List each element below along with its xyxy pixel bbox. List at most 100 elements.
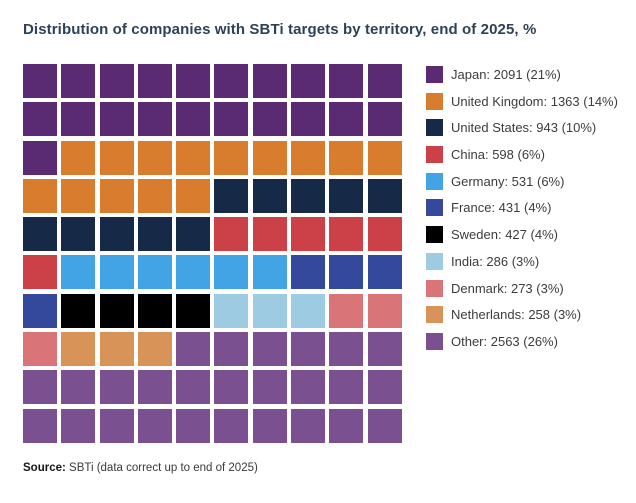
legend-swatch-nl [426,306,443,324]
waffle-cell-ot [329,332,364,367]
legend-item-de: Germany: 531 (6%) [426,172,618,190]
chart-legend: Japan: 2091 (21%) United Kingdom: 1363 (1… [426,66,618,350]
legend-label-ot: Other: 2563 (26%) [451,333,558,349]
waffle-cell-jp [367,102,402,137]
legend-label-us: United States: 943 (10%) [451,120,597,136]
waffle-cell-jp [367,64,402,98]
legend-swatch-us [426,119,443,137]
waffle-cell-jp [329,102,364,137]
waffle-cell-jp [61,102,96,137]
waffle-cell-us [23,217,57,252]
legend-swatch-de [426,172,443,190]
waffle-cell-se [176,293,211,328]
waffle-cell-nl [99,332,134,367]
waffle-cell-cn [214,217,249,252]
waffle-cell-uk [99,178,134,213]
waffle-cell-de [137,255,172,290]
legend-swatch-in [426,252,443,270]
legend-label-uk: United Kingdom: 1363 (14%) [451,93,618,109]
waffle-cell-ot [23,408,57,443]
waffle-cell-se [99,293,134,328]
waffle-cell-in [252,293,287,328]
legend-swatch-jp [426,66,443,83]
waffle-cell-ot [291,332,326,367]
legend-label-fr: France: 431 (4%) [451,200,552,216]
waffle-cell-uk [329,140,364,175]
waffle-cell-us [329,178,364,213]
waffle-cell-uk [252,140,287,175]
waffle-cell-ot [214,332,249,367]
waffle-cell-ot [137,408,172,443]
legend-label-de: Germany: 531 (6%) [451,173,565,189]
waffle-grid [23,64,402,443]
waffle-cell-jp [137,64,172,98]
legend-label-jp: Japan: 2091 (21%) [451,67,561,82]
waffle-cell-in [214,293,249,328]
waffle-cell-uk [61,140,96,175]
waffle-cell-dk [23,332,57,367]
waffle-cell-jp [214,64,249,98]
waffle-cell-fr [329,255,364,290]
waffle-cell-nl [137,332,172,367]
waffle-cell-de [214,255,249,290]
waffle-cell-jp [252,64,287,98]
legend-item-se: Sweden: 427 (4%) [426,226,618,244]
waffle-cell-us [99,217,134,252]
legend-label-se: Sweden: 427 (4%) [451,227,558,243]
waffle-cell-nl [61,332,96,367]
waffle-cell-uk [176,140,211,175]
waffle-cell-uk [61,178,96,213]
waffle-cell-jp [23,102,57,137]
waffle-cell-de [99,255,134,290]
legend-item-dk: Denmark: 273 (3%) [426,279,618,297]
waffle-cell-cn [23,255,57,290]
legend-item-uk: United Kingdom: 1363 (14%) [426,92,618,110]
waffle-cell-ot [291,370,326,405]
waffle-cell-us [61,217,96,252]
waffle-cell-cn [291,217,326,252]
waffle-cell-jp [23,140,57,175]
legend-swatch-dk [426,279,443,297]
waffle-cell-us [291,178,326,213]
source-note: Source: SBTi (data correct up to end of … [23,462,258,474]
waffle-cell-jp [329,64,364,98]
waffle-cell-jp [214,102,249,137]
waffle-cell-ot [176,408,211,443]
waffle-cell-ot [252,332,287,367]
waffle-cell-fr [291,255,326,290]
waffle-cell-dk [329,293,364,328]
waffle-cell-dk [367,293,402,328]
chart-title: Distribution of companies with SBTi targ… [23,21,537,38]
legend-swatch-cn [426,146,443,164]
waffle-cell-de [61,255,96,290]
waffle-cell-uk [291,140,326,175]
source-label: Source: [23,462,66,474]
waffle-cell-ot [137,370,172,405]
waffle-cell-ot [23,370,57,405]
waffle-cell-cn [329,217,364,252]
waffle-cell-cn [252,217,287,252]
waffle-cell-jp [137,102,172,137]
legend-swatch-uk [426,92,443,110]
waffle-cell-uk [23,178,57,213]
legend-label-nl: Netherlands: 258 (3%) [451,307,582,323]
waffle-cell-jp [99,64,134,98]
waffle-cell-jp [176,102,211,137]
legend-item-in: India: 286 (3%) [426,252,618,270]
waffle-cell-ot [329,370,364,405]
waffle-cell-jp [99,102,134,137]
legend-label-in: India: 286 (3%) [451,253,540,269]
legend-item-cn: China: 598 (6%) [426,146,618,164]
waffle-cell-jp [61,64,96,98]
legend-swatch-se [426,226,443,244]
legend-label-cn: China: 598 (6%) [451,147,545,163]
waffle-cell-uk [137,178,172,213]
legend-item-fr: France: 431 (4%) [426,199,618,217]
waffle-cell-ot [214,370,249,405]
waffle-cell-ot [99,408,134,443]
waffle-cell-ot [61,370,96,405]
waffle-cell-de [252,255,287,290]
waffle-cell-us [137,217,172,252]
waffle-cell-ot [61,408,96,443]
waffle-cell-in [291,293,326,328]
